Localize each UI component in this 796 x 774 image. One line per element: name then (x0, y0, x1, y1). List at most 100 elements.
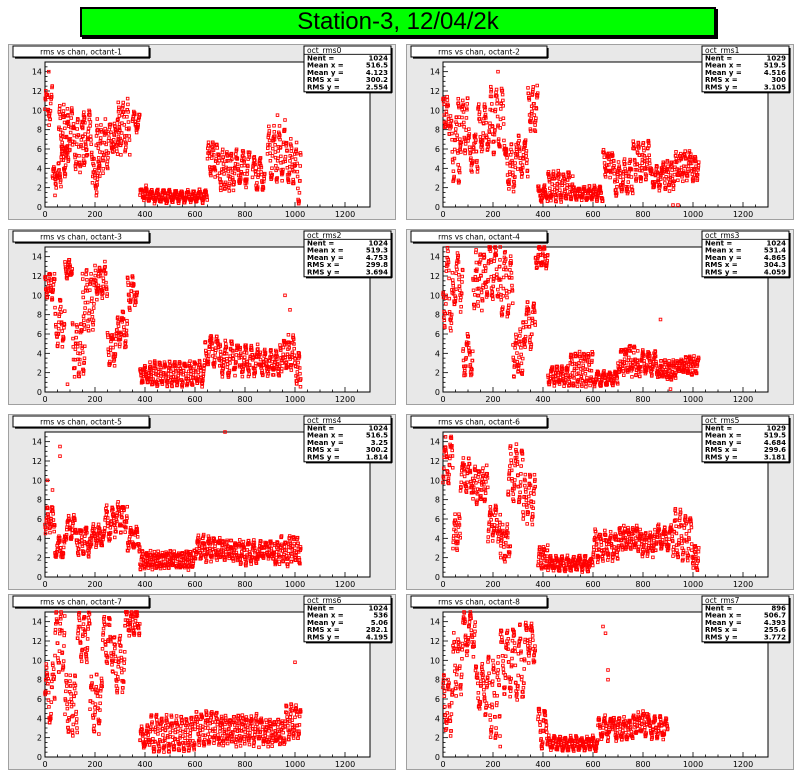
chart-svg-4: 0 200 400 600 800 1000 1200 0 2 4 6 8 10 12 14 rms vs c… (406, 229, 794, 405)
chart-panel-2: 0 200 400 600 800 1000 1200 0 2 4 6 8 10 12 14 rms vs c… (406, 44, 794, 220)
x-tick-label: 0 (42, 580, 47, 589)
chart-title: rms vs chan, octant-4 (438, 233, 520, 242)
x-tick-label: 1200 (733, 210, 753, 219)
x-tick-label: 1200 (335, 580, 355, 589)
y-tick-label: 12 (430, 272, 440, 281)
y-tick-label: 12 (32, 457, 42, 466)
y-tick-label: 14 (430, 253, 440, 262)
x-tick-label: 200 (485, 210, 500, 219)
x-tick-label: 800 (635, 395, 650, 404)
y-tick-label: 10 (430, 291, 440, 300)
y-tick-label: 4 (37, 349, 42, 358)
x-tick-label: 800 (635, 210, 650, 219)
x-tick-label: 200 (87, 580, 102, 589)
x-tick-label: 800 (237, 210, 252, 219)
y-tick-label: 4 (435, 349, 440, 358)
y-tick-label: 6 (37, 515, 42, 524)
x-tick-label: 1200 (335, 210, 355, 219)
x-tick-label: 0 (440, 395, 445, 404)
chart-panel-4: 0 200 400 600 800 1000 1200 0 2 4 6 8 10 12 14 rms vs c… (406, 229, 794, 405)
chart-panel-3: 0 200 400 600 800 1000 1200 0 2 4 6 8 10 12 14 rms vs c… (8, 229, 396, 405)
chart-title-box: rms vs chan, octant-2 (411, 46, 548, 58)
stats-key: RMS y = (307, 269, 340, 277)
chart-title-box: rms vs chan, octant-1 (13, 46, 150, 58)
y-tick-label: 8 (37, 311, 42, 320)
x-tick-label: 400 (137, 580, 152, 589)
x-tick-label: 0 (42, 210, 47, 219)
x-tick-label: 600 (585, 395, 600, 404)
stats-value: 2.554 (366, 84, 388, 92)
y-tick-label: 14 (32, 253, 42, 262)
y-tick-label: 2 (37, 369, 42, 378)
stats-value: 3.105 (764, 84, 786, 92)
y-tick-label: 6 (435, 330, 440, 339)
x-tick-label: 1000 (683, 210, 703, 219)
y-tick-label: 0 (37, 573, 42, 582)
x-tick-label: 1000 (683, 395, 703, 404)
page-title: Station-3, 12/04/2k (80, 7, 716, 37)
x-tick-label: 1200 (335, 395, 355, 404)
stats-key: RMS y = (705, 269, 738, 277)
y-tick-label: 2 (435, 369, 440, 378)
x-tick-label: 1000 (285, 210, 305, 219)
chart-title-box: rms vs chan, octant-3 (13, 231, 150, 243)
chart-title-box: rms vs chan, octant-4 (411, 231, 548, 243)
x-tick-label: 600 (187, 580, 202, 589)
y-tick-label: 2 (37, 184, 42, 193)
y-tick-label: 0 (435, 388, 440, 397)
y-tick-label: 8 (37, 126, 42, 135)
x-tick-label: 200 (87, 210, 102, 219)
y-tick-label: 8 (435, 311, 440, 320)
x-tick-label: 1000 (285, 395, 305, 404)
x-tick-label: 600 (585, 210, 600, 219)
y-tick-label: 2 (435, 184, 440, 193)
chart-svg-3: 0 200 400 600 800 1000 1200 0 2 4 6 8 10 12 14 rms vs c… (8, 229, 396, 405)
x-tick-label: 600 (187, 210, 202, 219)
chart-title: rms vs chan, octant-2 (438, 48, 520, 57)
stats-key: RMS y = (307, 84, 340, 92)
y-tick-label: 12 (430, 87, 440, 96)
x-tick-label: 0 (440, 210, 445, 219)
x-tick-label: 200 (87, 395, 102, 404)
x-tick-label: 400 (137, 395, 152, 404)
y-tick-label: 8 (435, 126, 440, 135)
y-tick-label: 14 (32, 438, 42, 447)
y-tick-label: 6 (435, 145, 440, 154)
y-tick-label: 4 (435, 164, 440, 173)
x-tick-label: 600 (187, 395, 202, 404)
x-tick-label: 1200 (733, 395, 753, 404)
y-tick-label: 2 (37, 554, 42, 563)
x-tick-label: 1000 (285, 580, 305, 589)
y-tick-label: 4 (37, 534, 42, 543)
y-tick-label: 0 (37, 203, 42, 212)
y-tick-label: 10 (32, 291, 42, 300)
y-tick-label: 0 (435, 203, 440, 212)
y-tick-label: 14 (430, 68, 440, 77)
y-tick-label: 10 (430, 106, 440, 115)
y-tick-label: 0 (37, 388, 42, 397)
y-tick-label: 12 (32, 87, 42, 96)
x-tick-label: 800 (237, 580, 252, 589)
y-tick-label: 6 (37, 330, 42, 339)
x-tick-label: 200 (485, 395, 500, 404)
y-tick-label: 10 (32, 106, 42, 115)
x-tick-label: 400 (535, 395, 550, 404)
x-tick-label: 400 (137, 210, 152, 219)
stats-key: RMS y = (705, 84, 738, 92)
x-tick-label: 800 (237, 395, 252, 404)
y-tick-label: 14 (32, 68, 42, 77)
stats-value: 3.694 (366, 269, 388, 277)
y-tick-label: 10 (32, 476, 42, 485)
y-tick-label: 12 (32, 272, 42, 281)
chart-title: rms vs chan, octant-3 (40, 233, 122, 242)
x-tick-label: 0 (42, 395, 47, 404)
x-tick-label: 400 (535, 210, 550, 219)
